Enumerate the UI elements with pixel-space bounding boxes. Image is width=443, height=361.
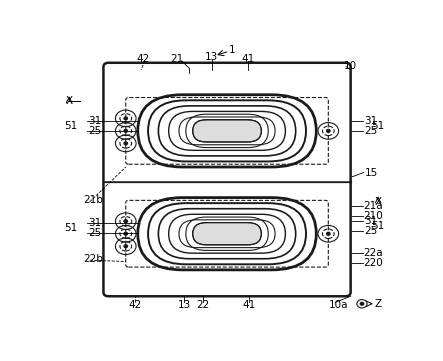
- Text: 31: 31: [88, 116, 101, 126]
- Text: 31: 31: [364, 216, 377, 226]
- Text: 51: 51: [64, 223, 77, 232]
- Text: X: X: [66, 96, 73, 106]
- Circle shape: [124, 232, 128, 235]
- FancyBboxPatch shape: [193, 120, 261, 142]
- Text: 10a: 10a: [329, 300, 348, 310]
- Text: X: X: [374, 197, 382, 207]
- Text: 13: 13: [178, 300, 191, 310]
- Text: 51: 51: [64, 121, 77, 131]
- Circle shape: [360, 303, 364, 305]
- FancyBboxPatch shape: [103, 63, 351, 296]
- Text: 51: 51: [371, 221, 385, 231]
- Text: Z: Z: [374, 299, 382, 309]
- Circle shape: [124, 245, 128, 248]
- Circle shape: [326, 130, 330, 132]
- Text: 21: 21: [171, 55, 184, 65]
- Text: 31: 31: [364, 116, 377, 126]
- Text: 42: 42: [136, 55, 150, 65]
- Text: 220: 220: [363, 258, 383, 269]
- Circle shape: [326, 232, 330, 235]
- Text: 15: 15: [364, 168, 377, 178]
- Text: 10: 10: [344, 61, 357, 70]
- Circle shape: [124, 220, 128, 223]
- Text: 22: 22: [196, 300, 210, 310]
- Text: 210: 210: [363, 211, 383, 221]
- Text: 31: 31: [88, 218, 101, 228]
- FancyBboxPatch shape: [193, 223, 261, 245]
- Text: 25: 25: [364, 126, 377, 136]
- Text: 22a: 22a: [363, 248, 383, 258]
- Text: 1: 1: [229, 45, 236, 55]
- Circle shape: [124, 142, 128, 145]
- Text: 22b: 22b: [83, 254, 103, 264]
- Text: 21a: 21a: [363, 201, 383, 211]
- Text: 51: 51: [371, 121, 385, 131]
- Circle shape: [124, 130, 128, 132]
- Text: 41: 41: [243, 300, 256, 310]
- Text: 25: 25: [88, 228, 101, 238]
- Text: 21b: 21b: [83, 195, 103, 205]
- Text: 13: 13: [205, 52, 218, 62]
- Text: 25: 25: [364, 226, 377, 236]
- Circle shape: [124, 117, 128, 120]
- Text: 42: 42: [129, 300, 142, 310]
- Text: 25: 25: [88, 126, 101, 136]
- Text: 41: 41: [241, 55, 254, 65]
